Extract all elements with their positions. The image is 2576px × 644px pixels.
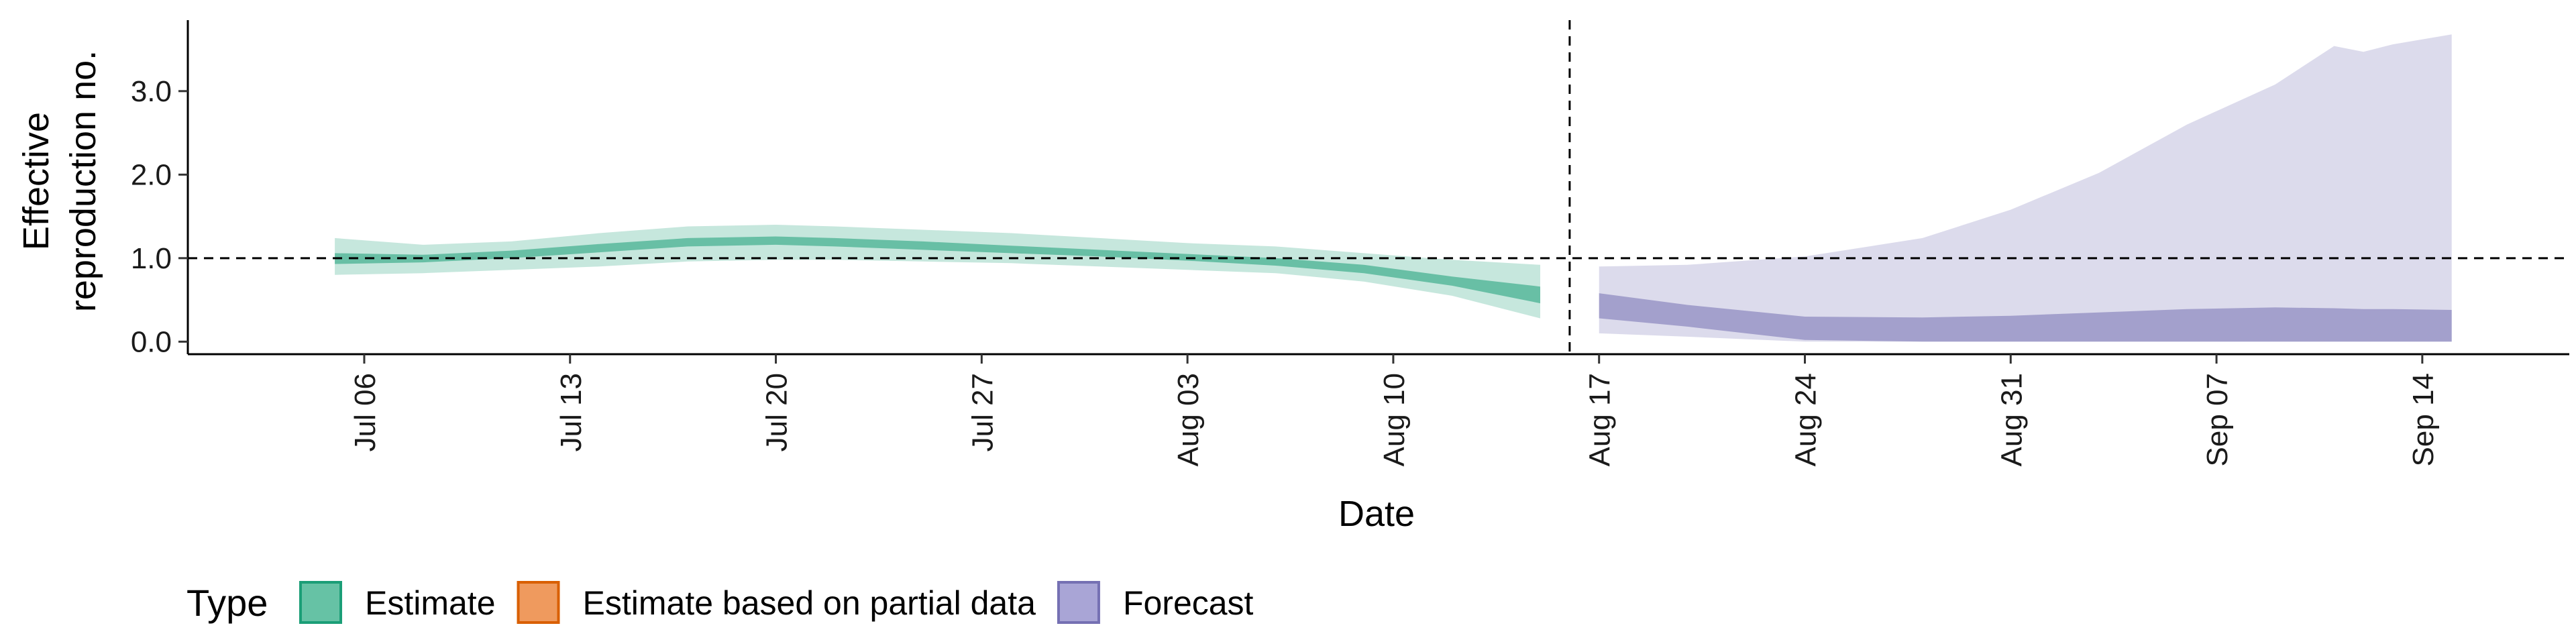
- x-tick-label: Jul 06: [349, 373, 382, 451]
- x-tick-label: Aug 03: [1172, 373, 1205, 466]
- legend-label-estimate-based-on-partial-data: Estimate based on partial data: [583, 584, 1036, 622]
- x-tick-label: Aug 24: [1789, 373, 1822, 466]
- plot-area: 0.0 1.0 2.0 3.0 Jul 06 Jul 13 Jul 20 Jul 27 Aug …: [131, 20, 2569, 466]
- x-tick-label: Jul 27: [966, 373, 999, 451]
- x-axis-title: Date: [1338, 494, 1415, 534]
- estimate-inner-band: [335, 236, 1541, 304]
- x-tick-label: Jul 13: [555, 373, 588, 451]
- legend: Type Estimate Estimate based on partial d…: [186, 581, 1254, 624]
- x-tick-label: Sep 14: [2407, 373, 2440, 466]
- y-tick-label: 1.0: [131, 242, 172, 275]
- y-axis-title-line-2: reproduction no.: [63, 50, 103, 312]
- x-tick-label: Aug 31: [1995, 373, 2028, 466]
- x-tick-label: Jul 20: [761, 373, 794, 451]
- legend-key-estimate-based-on-partial-data: [517, 581, 560, 624]
- legend-key-estimate: [299, 581, 342, 624]
- y-tick-label: 3.0: [131, 75, 172, 108]
- y-axis-title: Effective reproduction no.: [16, 50, 103, 312]
- legend-title: Type: [186, 582, 268, 624]
- forecast-inner-band: [1599, 293, 2452, 342]
- legend-key-forecast: [1057, 581, 1100, 624]
- legend-label-estimate: Estimate: [365, 584, 496, 622]
- x-tick-label: Sep 07: [2201, 373, 2234, 466]
- x-tick-label: Aug 17: [1584, 373, 1617, 466]
- y-axis-title-line-1: Effective: [16, 112, 56, 250]
- y-tick-label: 0.0: [131, 325, 172, 358]
- y-tick-label: 2.0: [131, 158, 172, 191]
- x-tick-label: Aug 10: [1378, 373, 1411, 466]
- forecast-outer-band: [1599, 34, 2452, 342]
- legend-label-forecast: Forecast: [1123, 584, 1254, 622]
